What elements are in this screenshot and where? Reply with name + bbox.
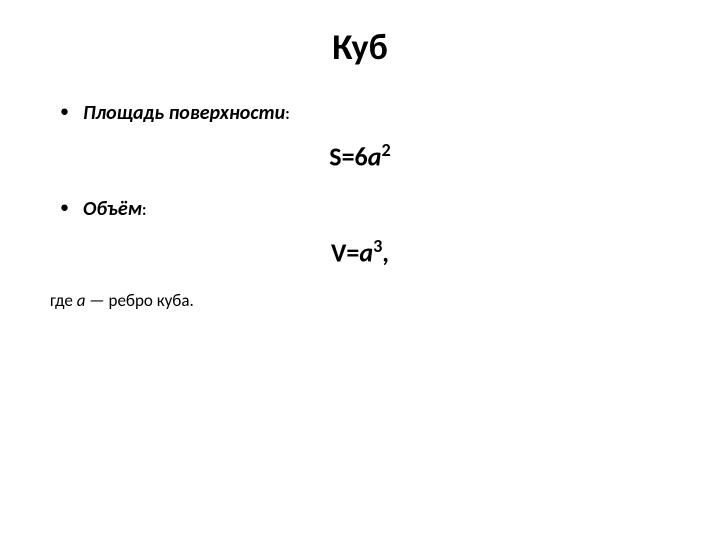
bullet-volume-text: Объём xyxy=(83,197,142,221)
formula-surface-lhs: S xyxy=(329,141,341,173)
note-prefix: где xyxy=(50,290,77,311)
formula-surface-exp: 2 xyxy=(381,139,390,161)
formula-surface-coeff: 6 xyxy=(355,141,368,173)
bullet-surface: • Площадь поверхности: xyxy=(50,99,670,127)
formula-volume: V=a3, xyxy=(50,235,670,269)
formula-surface-var: a xyxy=(368,141,382,173)
bullet-marker-icon: • xyxy=(60,195,69,220)
formula-volume-exp: 3 xyxy=(373,235,382,257)
formula-volume-lhs: V xyxy=(331,236,346,268)
bullet-surface-text: Площадь поверхности xyxy=(83,101,285,125)
bullet-surface-label: Площадь поверхности: xyxy=(83,99,290,127)
note-suffix: — ребро куба. xyxy=(85,290,193,311)
page-title: Куб xyxy=(50,25,670,69)
formula-volume-var: a xyxy=(359,236,373,268)
formula-volume-eq: = xyxy=(346,236,359,268)
note-line: где a — ребро куба. xyxy=(50,290,670,311)
bullet-surface-colon: : xyxy=(285,105,289,124)
formula-surface-eq: = xyxy=(342,141,355,173)
formula-volume-suffix: , xyxy=(382,236,389,268)
bullet-volume-colon: : xyxy=(142,201,146,220)
bullet-marker-icon: • xyxy=(60,99,69,124)
formula-surface: S=6a2 xyxy=(50,139,670,173)
bullet-volume-label: Объём: xyxy=(83,195,146,223)
bullet-volume: • Объём: xyxy=(50,195,670,223)
